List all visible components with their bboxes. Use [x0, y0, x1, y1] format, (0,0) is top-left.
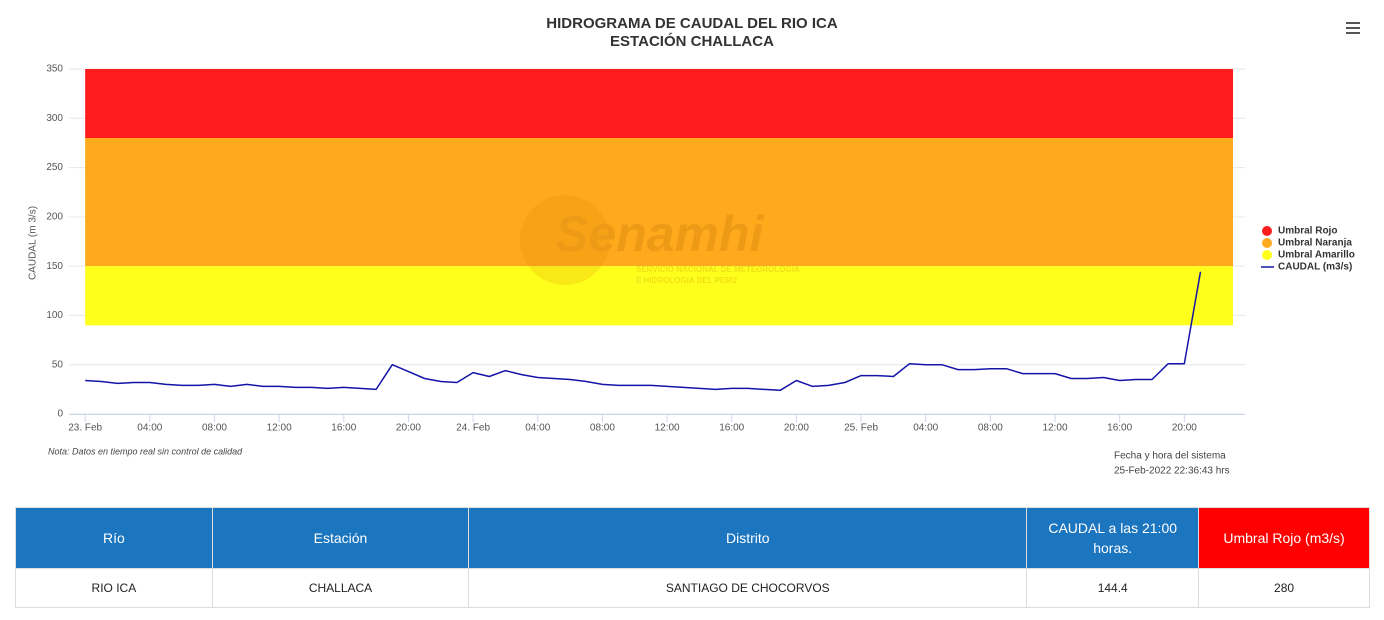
- chart: HIDROGRAMA DE CAUDAL DEL RIO ICA ESTACIÓ…: [28, 15, 1360, 477]
- legend-marker: [1262, 226, 1272, 236]
- menu-button[interactable]: [1346, 22, 1360, 34]
- watermark-brand: Senamhi: [555, 206, 765, 262]
- table-header: Estación: [211, 507, 470, 569]
- legend-label: Umbral Naranja: [1278, 238, 1352, 249]
- menu-bar[interactable]: [1346, 32, 1360, 34]
- x-tick-label: 24. Feb: [456, 423, 490, 434]
- y-tick-label: 350: [46, 64, 63, 75]
- chart-subtitle: ESTACIÓN CHALLACA: [610, 32, 774, 50]
- legend-marker: [1262, 250, 1272, 260]
- y-tick-label: 50: [52, 359, 64, 370]
- legend-label: Umbral Rojo: [1278, 226, 1337, 237]
- x-tick-label: 04:00: [525, 423, 550, 434]
- system-time-label: Fecha y hora del sistema: [1114, 451, 1226, 462]
- x-tick-label: 16:00: [1107, 423, 1132, 434]
- data-table: Río Estación Distrito CAUDAL a las 21:00 ho…: [15, 507, 1370, 608]
- table-row: RIO ICA CHALLACA SANTIAGO DE CHOCORVOS 144.…: [15, 568, 1370, 608]
- menu-bar[interactable]: [1346, 27, 1360, 29]
- table-cell: CHALLACA: [211, 568, 470, 608]
- table-header: CAUDAL a las 21:00 horas.: [1026, 507, 1200, 569]
- header-row: Río Estación Distrito CAUDAL a las 21:00 ho…: [15, 507, 1370, 569]
- table-cell: RIO ICA: [15, 568, 213, 608]
- watermark-line: SERVICIO NACIONAL DE METEOROLOGIA: [636, 265, 800, 274]
- watermark: Senamhi SERVICIO NACIONAL DE METEOROLOGIA…: [520, 195, 800, 285]
- y-tick-label: 150: [46, 261, 63, 272]
- y-tick-label: 0: [57, 409, 63, 420]
- watermark-line: E HIDROLOGIA DEL PERU: [636, 276, 737, 285]
- y-axis-label: CAUDAL (m 3/s): [28, 206, 39, 280]
- x-tick-label: 12:00: [1043, 423, 1068, 434]
- x-tick-label: 08:00: [202, 423, 227, 434]
- x-tick-label: 25. Feb: [844, 423, 878, 434]
- x-tick-label: 04:00: [913, 423, 938, 434]
- x-tick-label: 23. Feb: [68, 423, 102, 434]
- x-tick-label: 20:00: [784, 423, 809, 434]
- y-tick-label: 300: [46, 113, 63, 124]
- x-tick-label: 08:00: [978, 423, 1003, 434]
- y-tick-label: 250: [46, 162, 63, 173]
- table-header: Umbral Rojo (m3/s): [1198, 507, 1370, 569]
- threshold-band: [85, 266, 1233, 326]
- table-cell: 144.4: [1026, 568, 1200, 608]
- chart-title: HIDROGRAMA DE CAUDAL DEL RIO ICA: [546, 15, 838, 32]
- table-header: Distrito: [468, 507, 1028, 569]
- threshold-band: [85, 138, 1233, 267]
- legend-marker: [1262, 238, 1272, 248]
- system-time: 25-Feb-2022 22:36:43 hrs: [1114, 466, 1230, 477]
- table-body: RIO ICA CHALLACA SANTIAGO DE CHOCORVOS 144.…: [15, 568, 1370, 608]
- x-tick-label: 16:00: [719, 423, 744, 434]
- x-tick-label: 08:00: [590, 423, 615, 434]
- y-tick-label: 100: [46, 310, 63, 321]
- table-cell: SANTIAGO DE CHOCORVOS: [468, 568, 1028, 608]
- threshold-band: [85, 69, 1233, 138]
- y-tick-label: 200: [46, 211, 63, 222]
- x-tick-label: 12:00: [267, 423, 292, 434]
- table-cell: 280: [1198, 568, 1370, 608]
- x-tick-label: 20:00: [1172, 423, 1197, 434]
- bands: [85, 69, 1233, 326]
- data-line: [85, 271, 1202, 392]
- x-tick-label: 12:00: [655, 423, 680, 434]
- menu-bar[interactable]: [1346, 22, 1360, 24]
- note: Nota: Datos en tiempo real sin control d…: [48, 446, 243, 456]
- x-tick-label: 04:00: [137, 423, 162, 434]
- legend-label: CAUDAL (m3/s): [1278, 262, 1352, 273]
- legend-label: Umbral Amarillo: [1278, 250, 1355, 261]
- x-tick-label: 20:00: [396, 423, 421, 434]
- table-header: Río: [15, 507, 213, 569]
- x-tick-label: 16:00: [331, 423, 356, 434]
- watermark-logo: [520, 195, 610, 285]
